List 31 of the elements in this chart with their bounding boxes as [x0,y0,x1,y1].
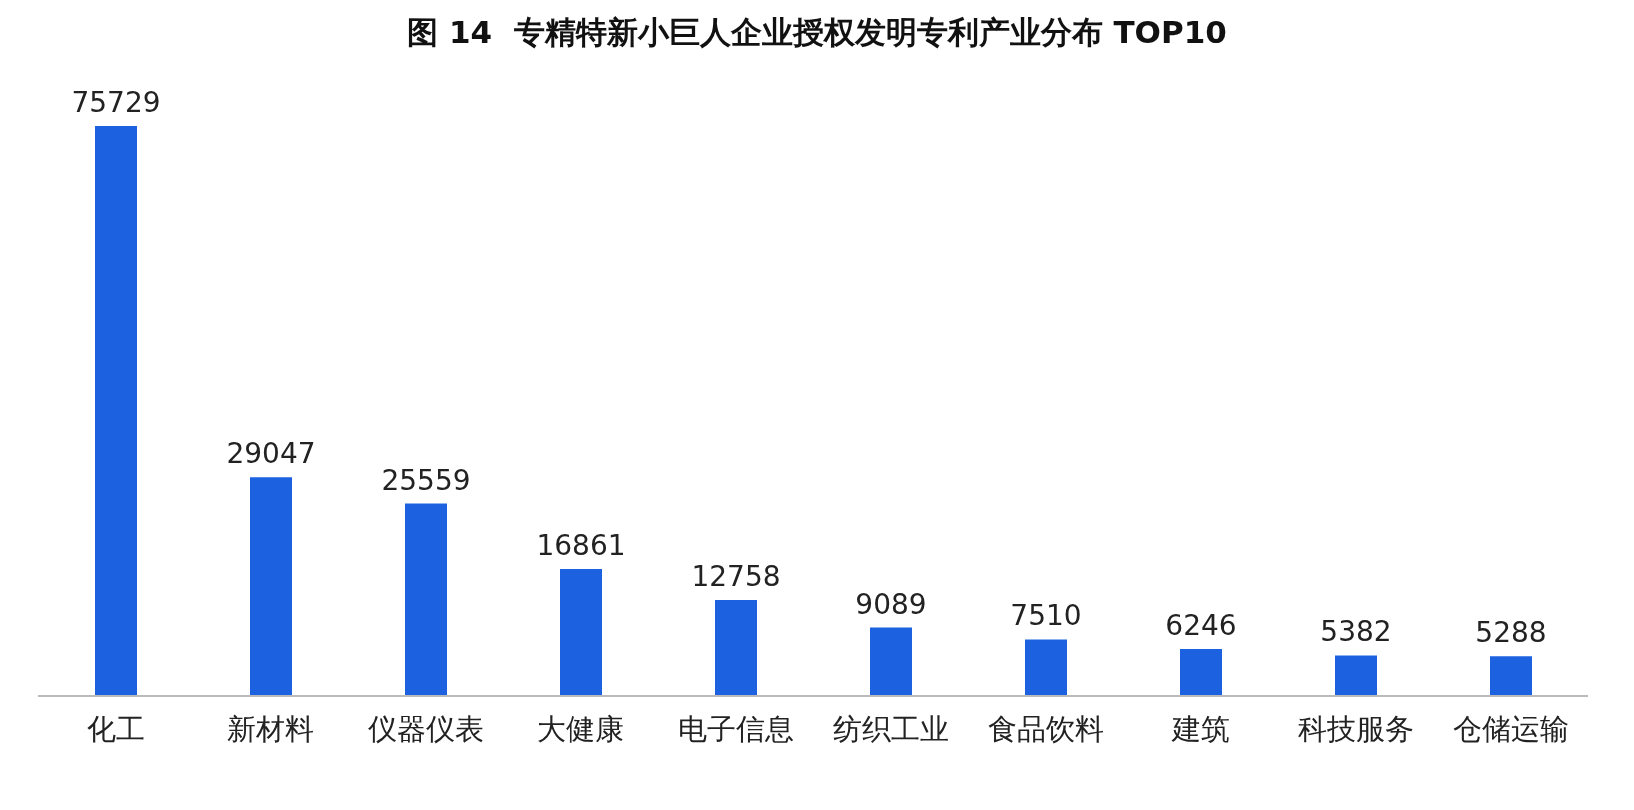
x-tick-label: 纺织工业 [832,711,949,746]
x-tick-label: 食品饮料 [987,711,1104,746]
data-label: 75729 [71,86,161,119]
bar [1335,655,1377,696]
bar [870,627,912,696]
x-tick-label: 大健康 [537,711,624,746]
data-label: 29047 [226,437,316,471]
x-tick-label: 仓储运输 [1452,711,1569,746]
x-tick-label: 电子信息 [677,711,794,746]
data-label: 25559 [381,463,471,497]
data-label: 12758 [691,559,781,593]
data-label: 9089 [855,587,927,621]
bar [250,477,292,696]
x-tick-label: 建筑 [1170,711,1230,746]
bar [1025,639,1067,696]
bar [715,599,757,696]
data-label: 7510 [1010,599,1082,633]
bar [1180,648,1222,696]
data-label: 6246 [1165,608,1237,642]
data-label: 5382 [1320,615,1392,649]
bar [95,126,137,696]
chart-title: 图 14 专精特新小巨人企业授权发明专利产业分布 TOP10 [406,13,1228,52]
x-tick-label: 化工 [86,711,145,746]
bar [405,503,447,696]
x-tick-label: 科技服务 [1297,711,1414,746]
data-label: 5288 [1475,616,1547,650]
bar [1490,656,1532,696]
x-tick-label: 仪器仪表 [367,711,484,746]
data-label: 16861 [536,529,626,563]
bar [560,569,602,696]
x-tick-label: 新材料 [227,711,314,746]
